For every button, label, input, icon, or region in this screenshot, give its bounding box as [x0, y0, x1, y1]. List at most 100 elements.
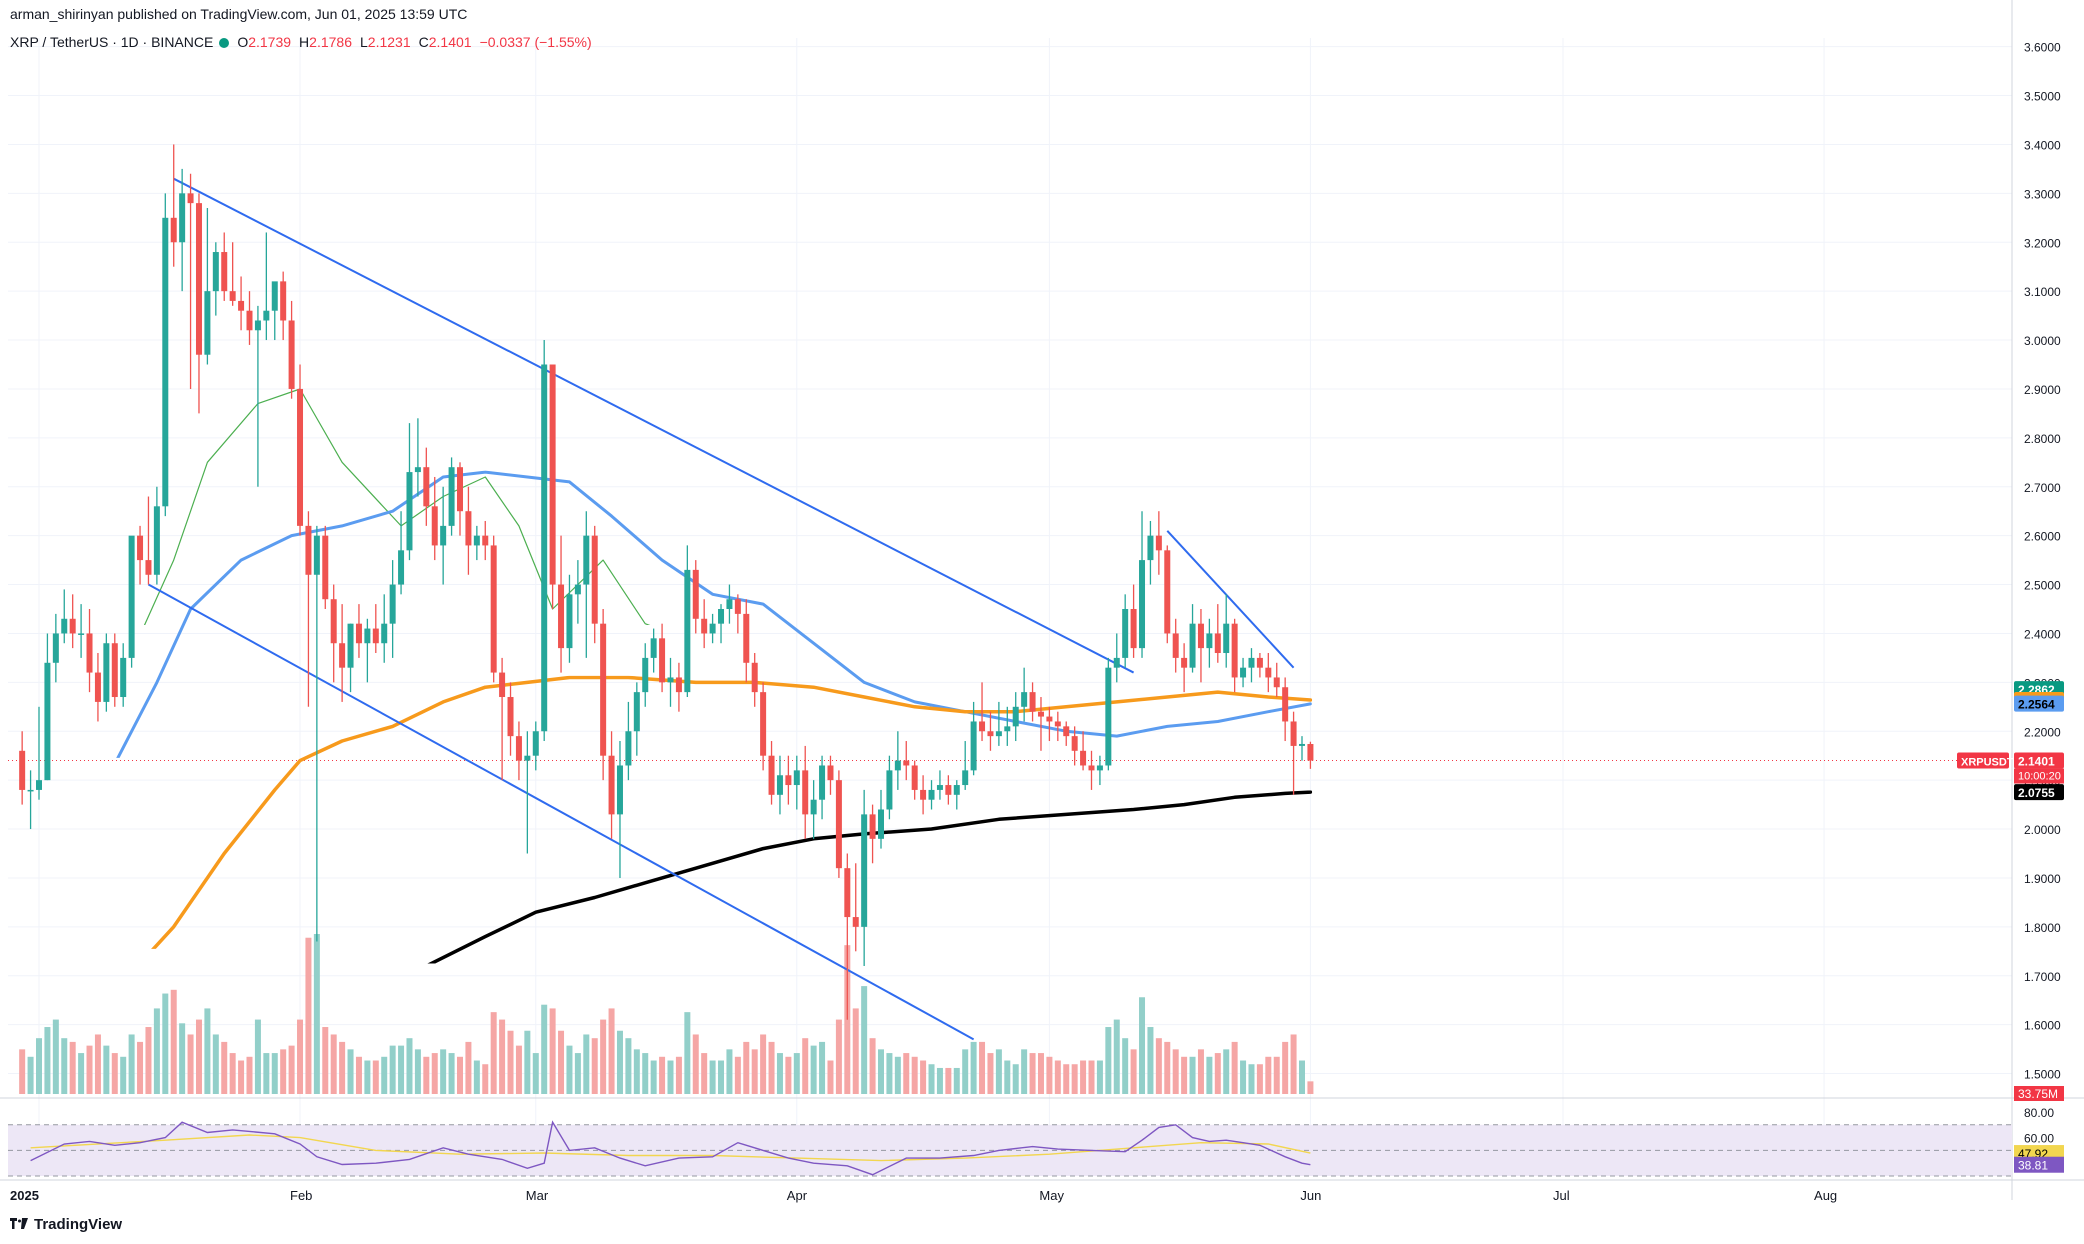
volume-bar — [280, 1049, 287, 1094]
candle-body — [187, 193, 194, 204]
volume-bar — [305, 937, 312, 1094]
candle-body — [734, 599, 741, 614]
volume-bar — [659, 1056, 666, 1094]
symbol-info-bar: XRP / TetherUS · 1D · BINANCE O2.1739 H2.1… — [10, 34, 600, 50]
price-tick-label: 1.5000 — [2024, 1068, 2061, 1082]
volume-bar — [288, 1045, 295, 1094]
candle-body — [1240, 667, 1247, 678]
candle-body — [760, 692, 767, 756]
candle-body — [372, 628, 379, 644]
candle-body — [145, 560, 152, 575]
candle-body — [212, 252, 219, 292]
price-tick-label: 3.1000 — [2024, 285, 2061, 299]
candle-body — [162, 217, 169, 507]
brand-label: TradingView — [34, 1216, 123, 1233]
candle-body — [574, 584, 581, 595]
volume-bar — [583, 1034, 590, 1094]
candle-body — [549, 364, 556, 585]
price-tick-label: 2.8000 — [2024, 432, 2061, 446]
volume-bar — [1004, 1060, 1011, 1094]
time-tick-label: Aug — [1814, 1188, 1837, 1203]
volume-bar — [684, 1012, 691, 1094]
candle-body — [852, 917, 859, 927]
volume-bar — [667, 1060, 674, 1094]
price-tag-value: 2.1401 — [2018, 755, 2055, 769]
candle-body — [423, 467, 430, 507]
candle-body — [945, 785, 952, 795]
volume-bar — [1037, 1053, 1044, 1094]
volume-bar — [633, 1049, 640, 1094]
candle-body — [566, 594, 573, 649]
candle-body — [137, 535, 144, 561]
candle-body — [389, 584, 396, 624]
time-axis: 2025 Feb Mar Apr May Jun Jul Aug — [10, 1188, 1837, 1203]
volume-bar — [532, 1053, 539, 1094]
volume-bar — [835, 1019, 842, 1094]
candle-body — [1197, 623, 1204, 649]
candle-body — [86, 633, 93, 673]
time-tick-label: 2025 — [10, 1188, 39, 1203]
ma-50-line — [31, 472, 1311, 902]
volume-bar — [111, 1053, 118, 1094]
price-tick-label: 2.9000 — [2024, 383, 2061, 397]
candle-body — [322, 535, 329, 600]
candle-body — [69, 618, 76, 634]
candle-body — [819, 765, 826, 800]
volume-bar — [1096, 1060, 1103, 1094]
candle-body — [94, 672, 101, 702]
price-tick-label: 2.5000 — [2024, 579, 2061, 593]
candle-body — [103, 643, 110, 702]
candle-body — [305, 525, 312, 575]
volume-bar — [440, 1049, 447, 1094]
volume-bar — [515, 1045, 522, 1094]
time-tick-label: Apr — [787, 1188, 808, 1203]
price-tick-label: 1.9000 — [2024, 872, 2061, 886]
candles — [19, 144, 1314, 1020]
volume-bar — [347, 1049, 354, 1094]
volume-bar — [457, 1056, 463, 1094]
volume-bar — [19, 1049, 26, 1094]
symbol-tag-label: XRPUSDT — [1961, 757, 2014, 769]
volume-bar — [953, 1067, 960, 1094]
volume-bar — [718, 1060, 725, 1094]
price-tick-label: 3.4000 — [2024, 138, 2061, 152]
volume-bar — [465, 1041, 472, 1094]
candle-body — [229, 291, 236, 301]
volume-bar — [827, 1060, 834, 1094]
volume-bar — [995, 1049, 1002, 1094]
ohlc-value: −0.0337 (−1.55%) — [479, 34, 592, 50]
candle-body — [515, 736, 522, 761]
volume-bar — [701, 1053, 708, 1094]
volume-bar — [1282, 1041, 1289, 1094]
candle-body — [920, 789, 927, 800]
volume-bar — [675, 1056, 682, 1094]
volume-bar — [810, 1045, 817, 1094]
volume-bar — [297, 1019, 304, 1094]
price-tick-label: 2.7000 — [2024, 481, 2061, 495]
candle-body — [347, 623, 354, 668]
symbol-name[interactable]: XRP / TetherUS · 1D · BINANCE — [10, 34, 214, 50]
ohlc-values: O2.1739 H2.1786 L2.1231 C2.1401 −0.0337 (−1.… — [237, 34, 599, 50]
candle-body — [751, 662, 758, 693]
trendline — [173, 177, 1135, 674]
candle-body — [962, 770, 969, 786]
volume-bar — [558, 1030, 565, 1094]
volume-bar — [313, 934, 320, 1094]
candle-body — [718, 609, 725, 624]
volume-bar — [776, 1053, 783, 1094]
ohlc-value: 2.1739 — [248, 34, 292, 50]
candle-body — [928, 789, 935, 800]
volume-bar — [1223, 1049, 1230, 1094]
candle-body — [633, 692, 640, 732]
rsi-tag-value: 38.81 — [2018, 1159, 2048, 1173]
volume-bar — [1299, 1060, 1305, 1094]
countdown-value: 10:00:20 — [2018, 771, 2061, 783]
candle-body — [1139, 560, 1146, 649]
volume-bar — [27, 1056, 34, 1094]
tradingview-brand[interactable]: TradingView — [10, 1216, 122, 1233]
candle-body — [153, 506, 160, 575]
candle-body — [524, 755, 531, 761]
candle-body — [120, 657, 127, 698]
volume-bar — [1189, 1056, 1196, 1094]
